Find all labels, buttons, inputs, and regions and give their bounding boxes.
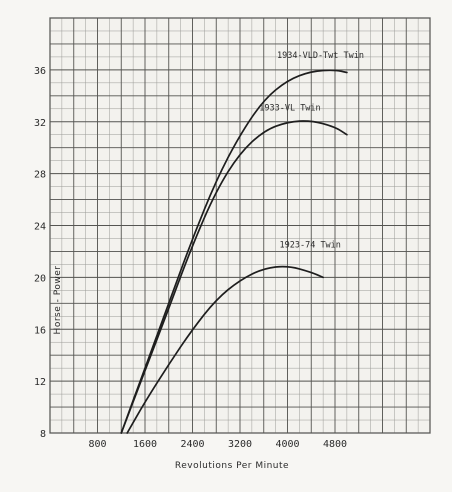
series-label: 1933-VL Twin [259,103,320,113]
major-grid [49,17,431,434]
y-tick-label: 20 [34,273,46,284]
y-tick-label: 36 [34,66,46,77]
series-label: 1923-74 Twin [280,241,341,251]
series-line [120,120,348,434]
series-line [126,265,324,434]
x-tick-label: 4000 [275,439,299,450]
series-label-layer: 1934-VLD-Twt Twin 1933-VL Twin 1923-74 Twi… [259,51,364,251]
x-tick-label: 3200 [228,439,252,450]
x-tick-labels: 800 1600 2400 3200 4000 4800 [88,439,347,450]
x-axis-title: Revolutions Per Minute [175,461,289,471]
y-tick-label: 32 [34,118,46,129]
y-tick-label: 16 [34,325,46,336]
y-tick-label: 12 [34,377,46,388]
y-tick-label: 24 [34,222,46,233]
x-tick-label: 2400 [180,439,204,450]
x-tick-label: 800 [88,439,106,450]
series-label: 1934-VLD-Twt Twin [277,51,364,61]
y-tick-label: 8 [40,429,46,440]
y-tick-labels: 8 12 16 20 24 28 32 36 [34,66,46,440]
x-tick-label: 1600 [133,439,157,450]
x-tick-label: 4800 [323,439,347,450]
y-tick-label: 28 [34,170,46,181]
series-line [120,69,348,434]
y-axis-title: Horse - Power [53,266,63,335]
series-layer [120,69,348,434]
